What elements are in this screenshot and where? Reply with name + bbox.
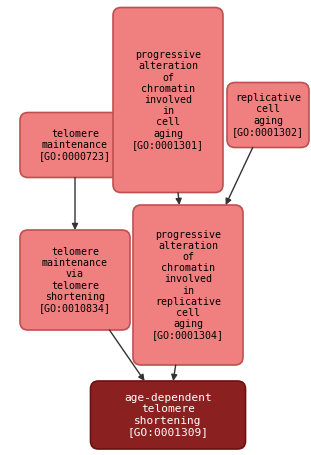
Text: telomere
maintenance
via
telomere
shortening
[GO:0010834]: telomere maintenance via telomere shorte…: [39, 247, 111, 313]
FancyBboxPatch shape: [227, 82, 309, 147]
Text: age-dependent
telomere
shortening
[GO:0001309]: age-dependent telomere shortening [GO:00…: [124, 393, 212, 437]
FancyBboxPatch shape: [133, 205, 243, 365]
FancyBboxPatch shape: [20, 230, 130, 330]
Text: telomere
maintenance
[GO:0000723]: telomere maintenance [GO:0000723]: [39, 129, 111, 161]
Text: progressive
alteration
of
chromatin
involved
in
replicative
cell
aging
[GO:00013: progressive alteration of chromatin invo…: [152, 230, 224, 340]
FancyBboxPatch shape: [113, 7, 223, 192]
FancyBboxPatch shape: [20, 112, 130, 177]
Text: replicative
cell
aging
[GO:0001302]: replicative cell aging [GO:0001302]: [232, 93, 304, 137]
FancyBboxPatch shape: [91, 381, 245, 449]
Text: progressive
alteration
of
chromatin
involved
in
cell
aging
[GO:0001301]: progressive alteration of chromatin invo…: [132, 50, 204, 150]
